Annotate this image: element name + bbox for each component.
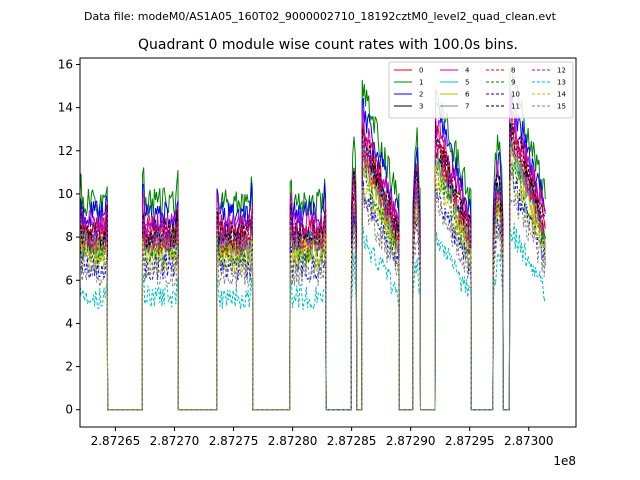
y-tick-label: 16 [58, 57, 73, 71]
x-tick-label: 2.87265 [91, 434, 141, 448]
legend-label-12: 12 [557, 67, 566, 75]
legend-label-14: 14 [557, 91, 566, 99]
legend-label-15: 15 [557, 103, 566, 111]
legend-label-10: 10 [511, 91, 520, 99]
y-tick-label: 0 [65, 403, 73, 417]
plot-frame [79, 57, 577, 428]
data-file-caption: Data file: modeM0/AS1A05_160T02_90000027… [84, 10, 557, 23]
y-tick-label: 10 [58, 187, 73, 201]
legend-label-8: 8 [511, 67, 515, 75]
legend-box [388, 61, 574, 119]
legend-label-13: 13 [557, 79, 566, 87]
series-line-8 [80, 129, 546, 411]
x-tick-label: 2.87270 [150, 434, 200, 448]
legend-label-4: 4 [465, 67, 470, 75]
legend-label-5: 5 [465, 79, 469, 87]
y-tick-label: 4 [65, 316, 73, 330]
legend-label-3: 3 [419, 103, 423, 111]
series-line-7 [80, 129, 546, 411]
legend-label-9: 9 [511, 79, 515, 87]
series-layer [80, 67, 546, 411]
x-tick-label: 2.87295 [445, 434, 495, 448]
x-tick-label: 2.87300 [504, 434, 554, 448]
y-tick-label: 8 [65, 230, 73, 244]
y-tick-label: 14 [58, 101, 73, 115]
y-tick-label: 2 [65, 360, 73, 374]
axes-layer: 2.87265 2.87270 2.87275 2.87280 2.87285 2.872… [58, 57, 577, 468]
x-axis-offset-label: 1e8 [553, 454, 576, 468]
chart-title: Quadrant 0 module wise count rates with … [138, 37, 518, 53]
y-tick-label: 6 [65, 273, 73, 287]
legend-label-11: 11 [511, 103, 520, 111]
x-tick-label: 2.87280 [268, 434, 318, 448]
x-tick-label: 2.87290 [386, 434, 436, 448]
legend-label-1: 1 [419, 79, 423, 87]
legend-label-7: 7 [465, 103, 469, 111]
legend-label-6: 6 [465, 91, 470, 99]
y-tick-label: 12 [58, 144, 73, 158]
series-line-11 [80, 121, 546, 411]
x-tick-label: 2.87275 [209, 434, 259, 448]
x-tick-label: 2.87285 [327, 434, 377, 448]
legend-label-0: 0 [419, 67, 423, 75]
series-line-15 [80, 188, 546, 411]
legend-label-2: 2 [419, 91, 423, 99]
